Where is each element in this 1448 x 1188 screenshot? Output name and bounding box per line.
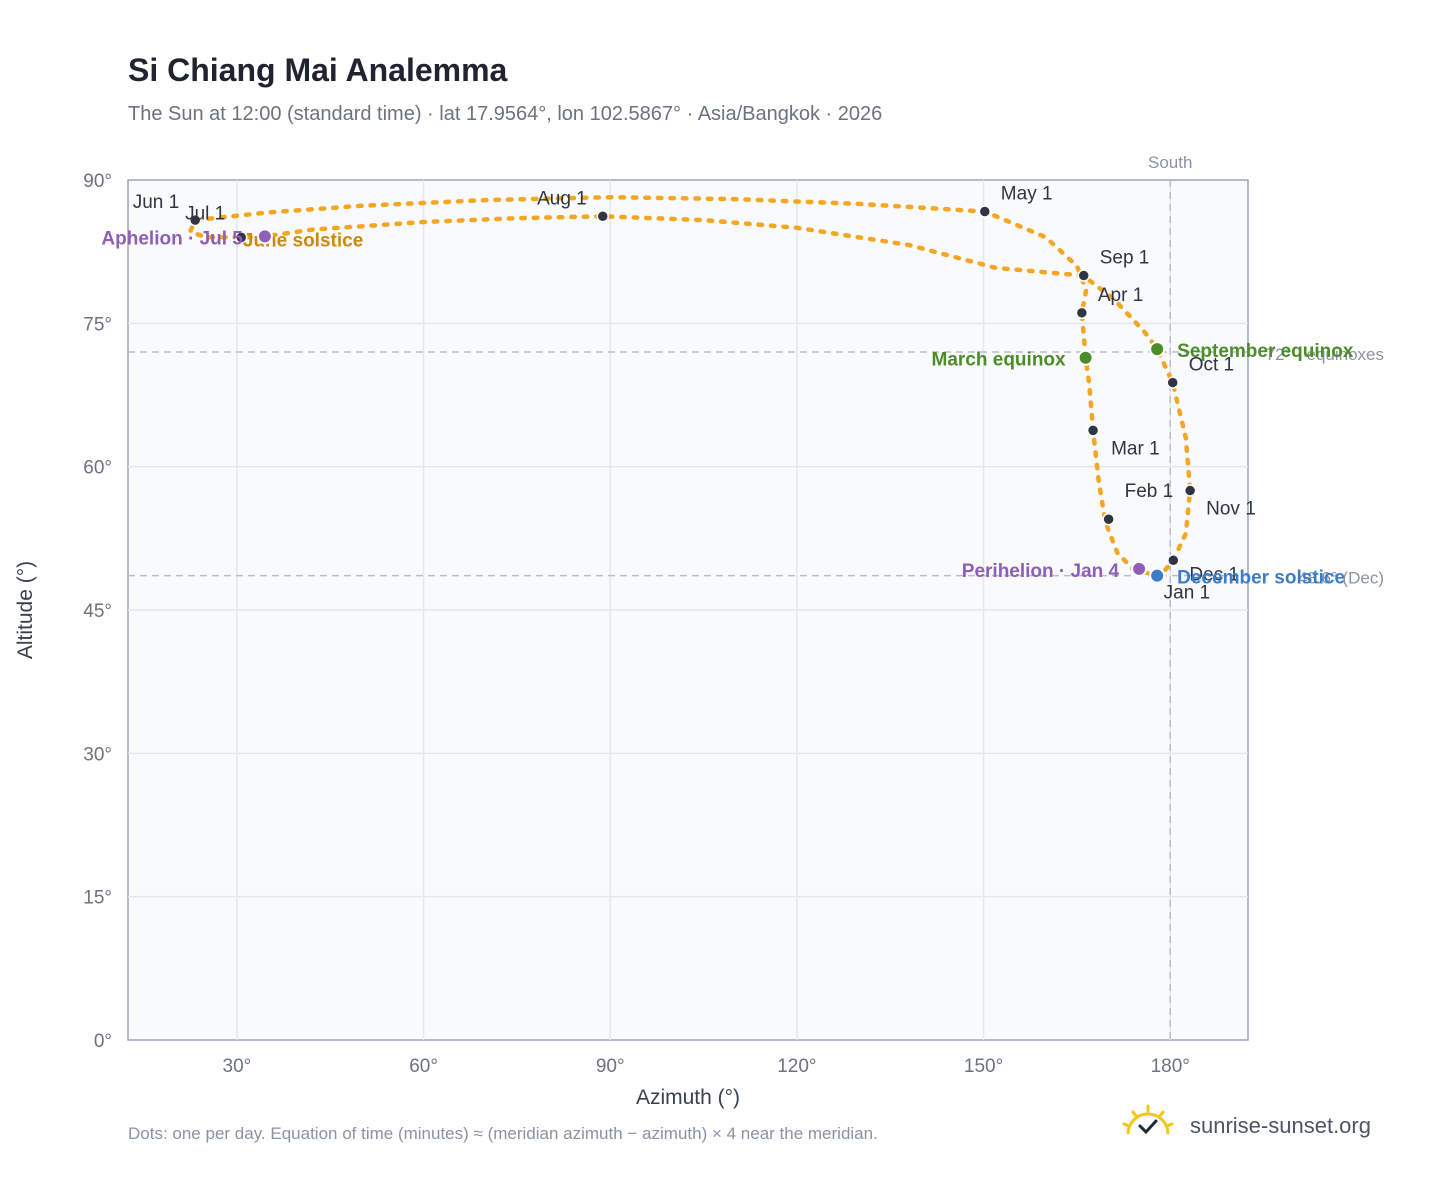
event-marker [1149, 341, 1166, 358]
x-tick-label: 30° [223, 1056, 252, 1077]
reference-line-label: 72° · equinoxes [1266, 345, 1384, 364]
event-label: December solstice [1177, 568, 1345, 589]
month-label: Mar 1 [1111, 438, 1160, 459]
event-marker [1077, 349, 1094, 366]
month-marker [1086, 424, 1100, 437]
month-marker [1077, 269, 1090, 282]
y-tick-label: 75° [83, 314, 112, 335]
brand-logo[interactable]: sunrise-sunset.org [1120, 1104, 1390, 1148]
event-label: June solstice [243, 230, 363, 251]
month-label: Dec 1 [1189, 564, 1239, 585]
reference-lines: 72° · equinoxes 48.6° (Dec) South [128, 153, 1384, 1040]
event-label: Perihelion · Jan 4 [962, 561, 1120, 582]
chart-title: Si Chiang Mai Analemma [128, 52, 508, 88]
sun-check-icon [1122, 1104, 1174, 1135]
y-tick-label: 0° [94, 1031, 112, 1052]
axis-ticks: 30° 60° 90° 120° 150° 180° 0° 15° 30° 45° 60° 75° 90… [83, 171, 1190, 1077]
month-label: Apr 1 [1098, 285, 1143, 306]
month-marker [234, 231, 248, 244]
month-label: Jun 1 [133, 192, 179, 213]
analemma-dotted-curve [187, 194, 1193, 579]
month-marker [1167, 554, 1180, 567]
month-label: Jan 1 [1164, 583, 1210, 604]
x-tick-label: 60° [409, 1056, 438, 1077]
x-tick-label: 90° [596, 1056, 625, 1077]
month-label: Sep 1 [1100, 248, 1150, 269]
month-label: Aug 1 [537, 188, 587, 209]
event-marker [256, 228, 273, 245]
y-axis-label: Altitude (°) [14, 561, 37, 659]
event-marker [1131, 560, 1148, 577]
y-tick-label: 90° [83, 171, 112, 192]
month-marker [188, 213, 202, 227]
month-marker [596, 210, 610, 223]
grid-lines [128, 180, 1248, 1040]
x-tick-label: 180° [1151, 1056, 1190, 1077]
month-marker [1102, 512, 1115, 526]
event-marker [1149, 567, 1166, 584]
event-label: Aphelion · Jul 5 [101, 228, 243, 249]
y-tick-label: 15° [83, 888, 112, 909]
x-tick-label: 150° [964, 1056, 1003, 1077]
month-label: Jul 1 [185, 203, 225, 224]
reference-line-label: 48.6° (Dec) [1298, 569, 1384, 588]
month-label: Oct 1 [1189, 355, 1234, 376]
month-marker [1075, 306, 1089, 320]
month-label: Feb 1 [1125, 481, 1174, 502]
month-label: Nov 1 [1206, 499, 1256, 520]
month-marker [1166, 376, 1179, 389]
month-marker [1183, 484, 1197, 497]
analemma-curve [187, 194, 1193, 579]
event-label: March equinox [932, 350, 1067, 371]
chart-subtitle: The Sun at 12:00 (standard time) · lat 1… [128, 103, 883, 125]
month-marker [978, 205, 992, 218]
y-tick-label: 30° [83, 744, 112, 765]
south-line-label: South [1148, 153, 1192, 172]
y-tick-label: 45° [83, 601, 112, 622]
month-label: May 1 [1001, 184, 1053, 205]
footnote: Dots: one per day. Equation of time (min… [128, 1124, 878, 1143]
x-tick-label: 120° [777, 1056, 816, 1077]
month-markers: Jan 1 Feb 1 Mar 1 Apr 1 May 1 Jun 1 Jul 1 Aug 1… [133, 184, 1256, 604]
y-tick-label: 60° [83, 458, 112, 479]
x-axis-label: Azimuth (°) [636, 1086, 740, 1109]
event-markers: June solstice December solstice March equi… [101, 228, 1354, 589]
brand-name: sunrise-sunset.org [1190, 1113, 1371, 1138]
event-label: September equinox [1177, 341, 1354, 362]
